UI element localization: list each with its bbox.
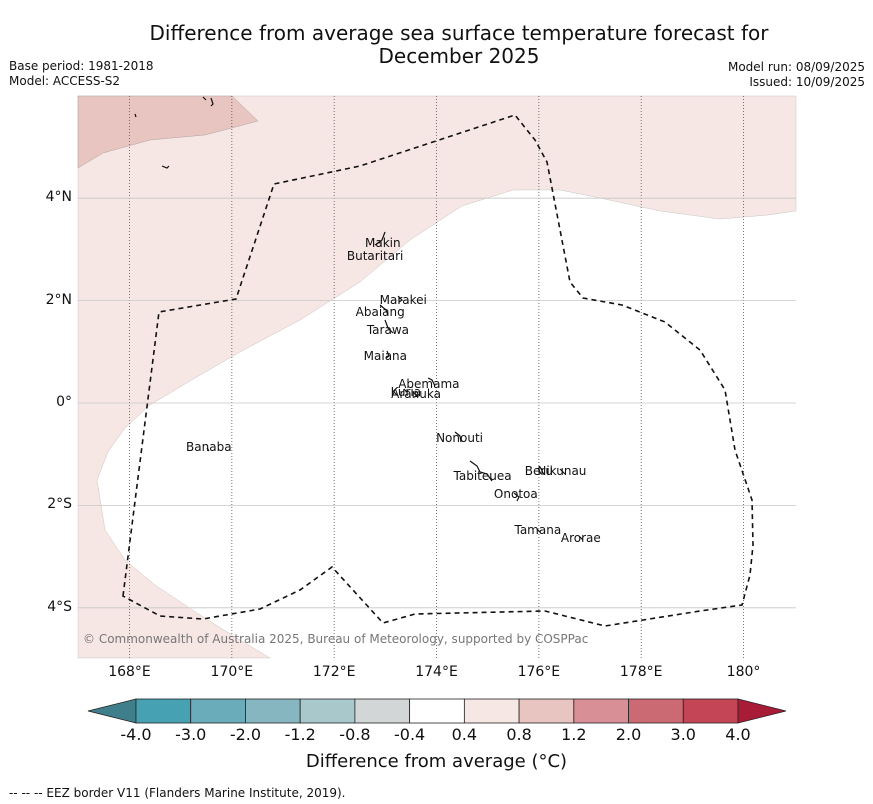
place-label: Tamana <box>514 523 562 537</box>
x-tick-label: 178°E <box>619 664 663 680</box>
eez-footnote: -- -- -- EEZ border V11 (Flanders Marine… <box>9 786 346 800</box>
y-tick-label: 2°S <box>47 496 72 513</box>
colorbar-swatch <box>573 698 629 724</box>
copyright-notice: © Commonwealth of Australia 2025, Bureau… <box>83 632 589 646</box>
model-run-text: Model run: 08/09/2025 <box>727 60 865 74</box>
colorbar-swatch <box>190 698 246 724</box>
place-label: Marakei <box>379 292 427 307</box>
x-tick-label: 180° <box>726 664 761 680</box>
colorbar-swatch <box>628 698 684 724</box>
map-title: Difference from average sea surface temp… <box>0 22 873 68</box>
colorbar-extend-low <box>87 698 137 724</box>
colorbar-extend-high <box>737 698 787 724</box>
colorbar-tick-label: -0.4 <box>394 725 426 744</box>
anomaly-region-light <box>77 95 797 659</box>
anomaly-region-moderate <box>77 95 259 169</box>
y-tick-label: 4°N <box>45 189 72 206</box>
place-label: Butaritari <box>346 249 404 264</box>
colorbar-tick-label: 2.0 <box>615 725 642 744</box>
y-tick-label: 2°N <box>45 291 72 308</box>
x-tick-label: 172°E <box>312 664 356 680</box>
colorbar-tick-label: 1.2 <box>561 725 587 744</box>
model-text: Model: ACCESS-S2 <box>9 74 121 88</box>
issued-text: Issued: 10/09/2025 <box>749 75 865 89</box>
colorbar-tick-label: -4.0 <box>120 725 152 744</box>
map-title-line-2: December 2025 <box>378 44 540 68</box>
place-label: Banaba <box>186 439 232 454</box>
x-tick-label: 176°E <box>517 664 561 680</box>
colorbar-swatch <box>682 698 739 724</box>
colorbar-tick-label: -1.2 <box>284 725 316 744</box>
colorbar-swatch <box>299 698 356 724</box>
colorbar-tick-label: -3.0 <box>175 725 207 744</box>
colorbar-swatch <box>518 698 575 724</box>
base-period-text: Base period: 1981-2018 <box>9 59 154 73</box>
colorbar-title: Difference from average (°C) <box>305 751 568 772</box>
y-tick-label: 0° <box>56 394 72 410</box>
x-tick-label: 174°E <box>415 664 458 680</box>
colorbar-swatch <box>409 698 465 724</box>
colorbar-tick-label: 0.4 <box>451 725 478 744</box>
x-tick-label: 168°E <box>108 664 151 680</box>
place-label: Kuria <box>390 384 422 399</box>
colorbar-tick-label: 3.0 <box>670 725 696 744</box>
colorbar-swatch <box>135 698 192 724</box>
colorbar-tick-label: -2.0 <box>229 725 262 744</box>
place-label: Beru <box>524 464 553 479</box>
eez-border <box>122 114 754 627</box>
graticule <box>78 96 796 658</box>
colorbar-tick-label: 4.0 <box>725 725 751 744</box>
y-tick-label: 4°S <box>47 598 72 615</box>
colorbar-swatch <box>463 698 520 724</box>
place-label: Arorae <box>560 530 601 545</box>
colorbar <box>87 698 787 724</box>
place-label: Tabiteuea <box>453 469 512 484</box>
colorbar-swatch <box>245 698 301 724</box>
place-label: Aranuka <box>391 387 441 402</box>
map-title-line-1: Difference from average sea surface temp… <box>149 21 769 45</box>
place-label: Onotoa <box>493 487 538 502</box>
meta-left: Base period: 1981-2018 Model: ACCESS-S2 <box>9 59 154 89</box>
place-label: Abemama <box>398 377 460 392</box>
meta-right: Model run: 08/09/2025 Issued: 10/09/2025 <box>728 60 865 90</box>
place-label: Nonouti <box>436 430 483 445</box>
place-label: Nikunau <box>537 464 587 479</box>
place-label: Maiana <box>363 348 408 363</box>
place-label: Tarawa <box>366 323 409 338</box>
colorbar-tick-label: 0.8 <box>506 725 532 744</box>
place-label: Makin <box>364 236 401 251</box>
place-label: Abaiang <box>355 305 405 320</box>
x-tick-label: 170°E <box>210 664 254 680</box>
island-shapes <box>134 96 584 541</box>
colorbar-swatch <box>354 698 411 724</box>
colorbar-tick-label: -0.8 <box>339 725 371 744</box>
